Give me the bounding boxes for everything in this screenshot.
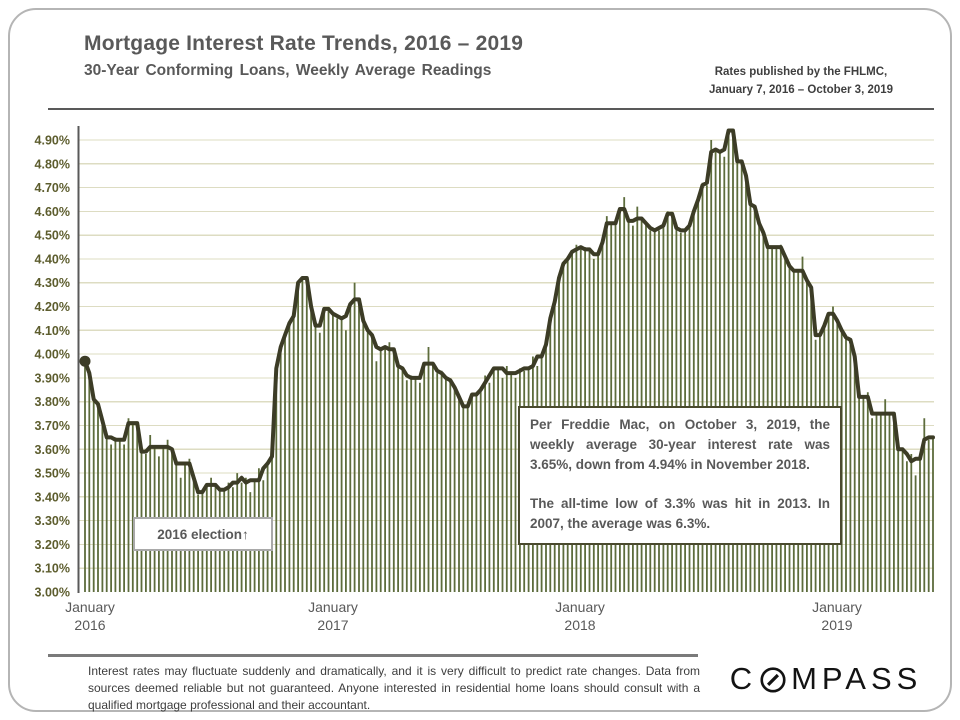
logo-letters-mpass: MPASS bbox=[791, 661, 923, 696]
title-divider bbox=[48, 108, 934, 110]
series-start-marker bbox=[79, 355, 91, 367]
footer-divider bbox=[48, 654, 698, 657]
logo-letter-c: C bbox=[729, 661, 758, 696]
svg-text:3.30%: 3.30% bbox=[35, 514, 70, 528]
compass-o-icon bbox=[760, 667, 786, 693]
callout-paragraph-1: Per Freddie Mac, on October 3, 2019, the… bbox=[530, 417, 830, 472]
svg-text:3.90%: 3.90% bbox=[35, 371, 70, 385]
svg-text:4.40%: 4.40% bbox=[35, 252, 70, 266]
svg-text:4.50%: 4.50% bbox=[35, 229, 70, 243]
svg-text:3.40%: 3.40% bbox=[35, 490, 70, 504]
y-tick-labels: 3.00% 3.10% 3.20% 3.30% 3.40% 3.50% 3.60% 3.70%… bbox=[35, 134, 70, 600]
freddie-mac-callout: Per Freddie Mac, on October 3, 2019, the… bbox=[518, 406, 842, 545]
page-subtitle: 30-Year Conforming Loans, Weekly Average… bbox=[84, 62, 492, 79]
source-note: Rates published by the FHLMC, January 7,… bbox=[688, 63, 914, 100]
svg-text:3.50%: 3.50% bbox=[35, 467, 70, 481]
svg-text:4.30%: 4.30% bbox=[35, 276, 70, 290]
svg-text:3.80%: 3.80% bbox=[35, 395, 70, 409]
svg-text:4.60%: 4.60% bbox=[35, 205, 70, 219]
page-title: Mortgage Interest Rate Trends, 2016 – 20… bbox=[84, 32, 524, 55]
svg-text:4.00%: 4.00% bbox=[35, 348, 70, 362]
svg-text:4.10%: 4.10% bbox=[35, 324, 70, 338]
svg-text:3.20%: 3.20% bbox=[35, 538, 70, 552]
svg-text:3.00%: 3.00% bbox=[35, 586, 70, 600]
svg-text:4.90%: 4.90% bbox=[35, 134, 70, 148]
svg-text:3.60%: 3.60% bbox=[35, 443, 70, 457]
election-annotation: 2016 election↑ bbox=[133, 517, 273, 551]
x-axis-labels: January 2016 January 2017 January 2018 January… bbox=[65, 599, 862, 633]
trend-line bbox=[83, 128, 935, 495]
compass-logo: C MPASS bbox=[726, 658, 926, 700]
source-note-line1: Rates published by the FHLMC, bbox=[714, 66, 888, 78]
svg-text:4.20%: 4.20% bbox=[35, 300, 70, 314]
disclaimer-text: Interest rates may fluctuate suddenly an… bbox=[88, 664, 700, 712]
source-note-line2: January 7, 2016 – October 3, 2019 bbox=[708, 84, 894, 97]
svg-text:4.80%: 4.80% bbox=[35, 157, 70, 171]
svg-text:3.10%: 3.10% bbox=[35, 562, 70, 576]
callout-paragraph-2: The all-time low of 3.3% was hit in 2013… bbox=[530, 495, 830, 531]
svg-text:3.70%: 3.70% bbox=[35, 419, 70, 433]
svg-text:4.70%: 4.70% bbox=[35, 181, 70, 195]
